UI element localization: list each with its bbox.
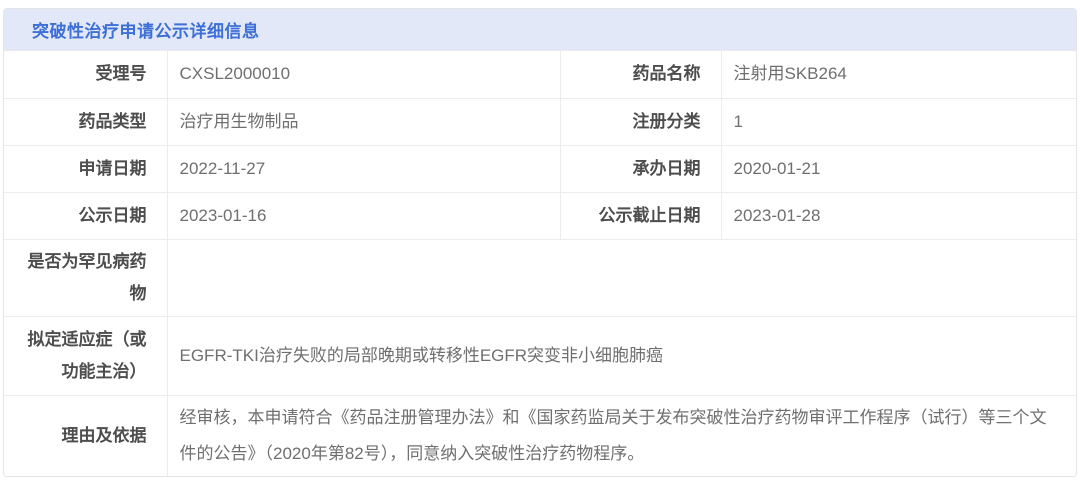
field-value-publicity-deadline: 2023-01-28: [720, 191, 1076, 240]
panel-title-bar: 突破性治疗申请公示详细信息: [4, 9, 1076, 51]
breakthrough-therapy-detail-panel: 突破性治疗申请公示详细信息 受理号 CXSL2000010 药品名称 注射用SK…: [3, 8, 1077, 477]
field-label-rare-disease: 是否为罕见病药物: [4, 238, 168, 317]
field-value-indication: EGFR-TKI治疗失败的局部晚期或转移性EGFR突变非小细胞肺癌: [166, 315, 1076, 396]
table-row-reason-basis: 理由及依据 经审核，本申请符合《药品注册管理办法》和《国家药监局关于发布突破性治…: [4, 394, 1076, 476]
table-row-publicity-dates: 公示日期 2023-01-16 公示截止日期 2023-01-28: [4, 191, 1076, 240]
field-label-publicity-date: 公示日期: [4, 191, 168, 240]
field-value-registration-class: 1: [720, 97, 1076, 146]
table-row-indication: 拟定适应症（或功能主治） EGFR-TKI治疗失败的局部晚期或转移性EGFR突变…: [4, 315, 1076, 396]
field-label-drug-type: 药品类型: [4, 97, 168, 146]
field-value-publicity-date: 2023-01-16: [166, 191, 561, 240]
field-value-drug-name: 注射用SKB264: [720, 51, 1076, 99]
field-value-drug-type: 治疗用生物制品: [166, 97, 561, 146]
field-value-application-date: 2022-11-27: [166, 144, 561, 193]
field-value-acceptance-number: CXSL2000010: [166, 51, 561, 99]
table-row-applydate-handledate: 申请日期 2022-11-27 承办日期 2020-01-21: [4, 144, 1076, 193]
table-row-drugtype-regclass: 药品类型 治疗用生物制品 注册分类 1: [4, 97, 1076, 146]
field-label-publicity-deadline: 公示截止日期: [559, 191, 722, 240]
field-value-handling-date: 2020-01-21: [720, 144, 1076, 193]
field-label-application-date: 申请日期: [4, 144, 168, 193]
field-label-reason-basis: 理由及依据: [4, 394, 168, 476]
field-label-indication: 拟定适应症（或功能主治）: [4, 315, 168, 396]
page-title: 突破性治疗申请公示详细信息: [32, 22, 260, 41]
field-value-reason-basis: 经审核，本申请符合《药品注册管理办法》和《国家药监局关于发布突破性治疗药物审评工…: [166, 394, 1076, 476]
field-label-registration-class: 注册分类: [559, 97, 722, 146]
field-label-acceptance-number: 受理号: [4, 51, 168, 99]
field-label-handling-date: 承办日期: [559, 144, 722, 193]
table-row-acceptance-drugname: 受理号 CXSL2000010 药品名称 注射用SKB264: [4, 51, 1076, 99]
table-row-rare-disease: 是否为罕见病药物: [4, 238, 1076, 317]
detail-table: 受理号 CXSL2000010 药品名称 注射用SKB264 药品类型 治疗用生…: [4, 51, 1076, 476]
field-label-drug-name: 药品名称: [559, 51, 722, 99]
field-value-rare-disease: [166, 238, 1076, 317]
